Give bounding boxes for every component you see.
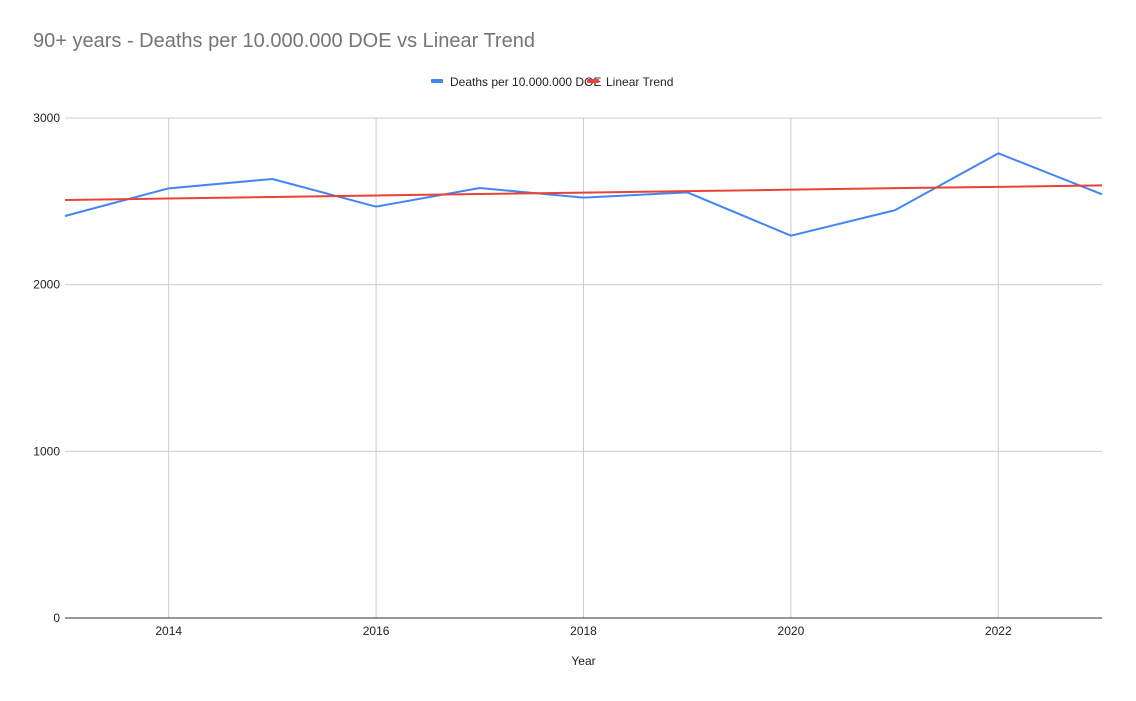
series-line-linear-trend (64, 184, 1103, 201)
y-tick-label: 2000 (33, 278, 60, 292)
legend-swatch (587, 79, 599, 83)
legend-swatch (431, 79, 443, 83)
y-tick-label: 1000 (33, 444, 60, 458)
chart-title: 90+ years - Deaths per 10.000.000 DOE vs… (33, 30, 535, 52)
x-tick-label: 2018 (570, 624, 597, 638)
x-tick-label: 2020 (778, 624, 805, 638)
x-tick-label: 2022 (985, 624, 1012, 638)
series-line-deaths (64, 152, 1103, 237)
x-tick-label: 2014 (155, 624, 182, 638)
legend-label: Linear Trend (606, 75, 673, 89)
y-tick-label: 3000 (33, 111, 60, 125)
x-tick-label: 2016 (363, 624, 390, 638)
legend-label: Deaths per 10.000.000 DOE (450, 75, 601, 89)
y-tick-label: 0 (53, 611, 60, 625)
x-axis-label: Year (571, 654, 595, 668)
